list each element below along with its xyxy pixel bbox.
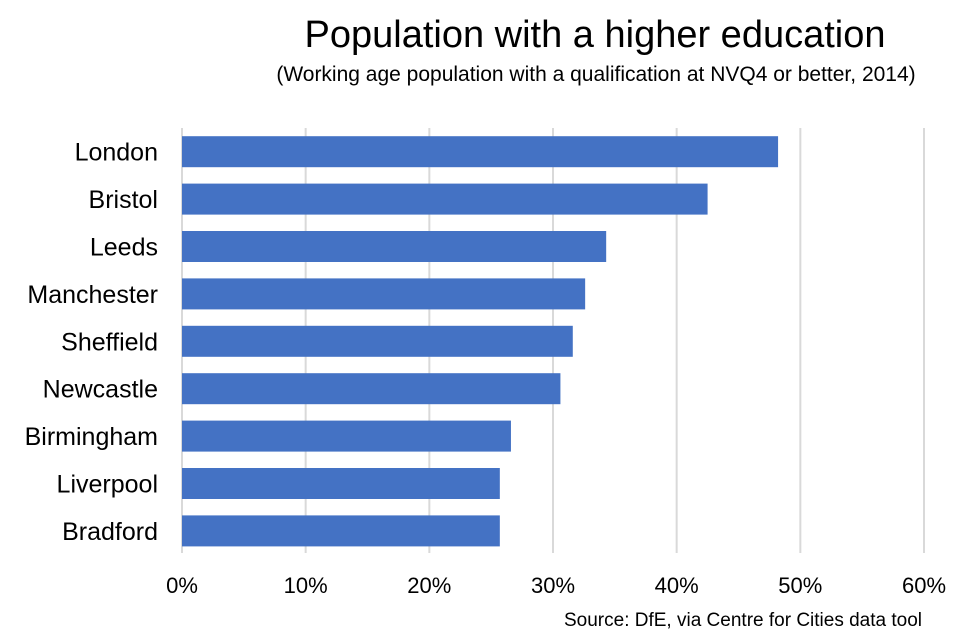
category-label: Newcastle [43, 376, 158, 404]
x-tick-label: 20% [407, 573, 451, 598]
bar [182, 515, 500, 547]
bar [182, 136, 779, 168]
category-label: Bristol [89, 186, 158, 214]
category-label: London [75, 139, 158, 167]
x-tick-label: 60% [902, 573, 946, 598]
x-tick-label: 30% [531, 573, 575, 598]
bar [182, 278, 586, 310]
x-tick-label: 40% [655, 573, 699, 598]
chart-title: Population with a higher education [304, 14, 886, 56]
bar [182, 325, 573, 357]
category-label: Liverpool [57, 471, 158, 499]
bar [182, 420, 511, 452]
source-note: Source: DfE, via Centre for Cities data … [564, 610, 922, 631]
x-tick-label: 50% [778, 573, 822, 598]
category-label: Leeds [90, 234, 158, 262]
bar [182, 231, 607, 262]
category-label: Birmingham [25, 423, 158, 451]
x-tick-label: 0% [166, 573, 198, 598]
x-tick-label: 10% [284, 573, 328, 598]
category-label: Bradford [62, 518, 158, 546]
bar [182, 183, 708, 215]
category-label: Manchester [27, 281, 158, 309]
bar [182, 468, 500, 499]
bar [182, 373, 561, 405]
category-label: Sheffield [61, 328, 158, 356]
chart-subtitle: (Working age population with a qualifica… [276, 63, 916, 86]
